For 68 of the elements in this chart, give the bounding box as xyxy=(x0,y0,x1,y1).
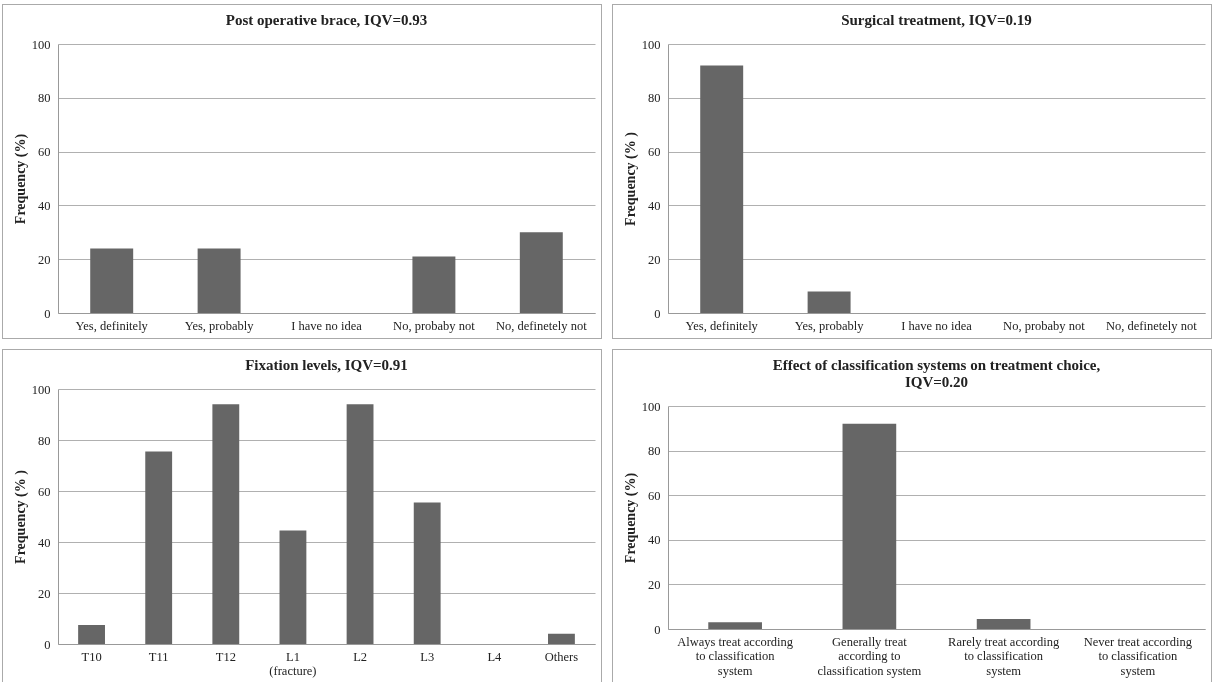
y-tick-label: 80 xyxy=(648,444,661,459)
x-tick-label: L3 xyxy=(420,649,435,664)
y-tick-label: 20 xyxy=(648,577,661,592)
y-tick-label: 20 xyxy=(38,252,51,267)
x-tick-label: No, definetely not xyxy=(496,318,588,333)
chart-title: Fixation levels, IQV=0.91 xyxy=(245,357,408,373)
x-tick-label: No, definetely not xyxy=(1106,318,1198,333)
y-tick-label: 40 xyxy=(38,198,51,213)
y-tick-label: 100 xyxy=(641,37,661,52)
x-tick-label: No, probaby not xyxy=(393,318,476,333)
bar xyxy=(197,248,241,313)
bar xyxy=(842,423,897,629)
y-tick-label: 100 xyxy=(31,382,51,397)
x-tick-label: L1 (fracture) xyxy=(269,649,317,678)
y-tick-label: 80 xyxy=(38,433,51,448)
x-tick-label: Never treat according to classification system xyxy=(1083,634,1193,678)
x-tick-label: Yes, probably xyxy=(184,318,255,333)
y-tick-label: 100 xyxy=(31,37,51,52)
y-tick-label: 40 xyxy=(648,198,661,213)
y-tick-label: 60 xyxy=(38,145,51,160)
x-tick-label: Always treat according to classification system xyxy=(677,634,794,678)
x-tick-label: T10 xyxy=(81,649,102,664)
x-tick-label: L2 xyxy=(353,649,368,664)
y-tick-label: 20 xyxy=(648,252,661,267)
y-tick-label: 80 xyxy=(648,91,661,106)
y-tick-label: 0 xyxy=(44,306,51,321)
y-tick-label: 40 xyxy=(648,533,661,548)
y-tick-label: 60 xyxy=(648,145,661,160)
x-tick-label: Others xyxy=(544,649,579,664)
y-tick-label: 80 xyxy=(38,91,51,106)
chart-title: Post operative brace, IQV=0.93 xyxy=(225,12,428,28)
y-tick-label: 20 xyxy=(38,586,51,601)
y-axis-title: Frequency (%) xyxy=(622,472,639,564)
y-tick-label: 0 xyxy=(654,306,661,321)
x-tick-label: T12 xyxy=(215,649,236,664)
y-axis-title: Frequency (%) xyxy=(12,133,29,225)
chart-title: Surgical treatment, IQV=0.19 xyxy=(841,12,1032,28)
bar xyxy=(976,618,1031,629)
x-tick-label: I have no idea xyxy=(291,318,363,333)
x-tick-label: Yes, probably xyxy=(794,318,865,333)
x-tick-label: Generally treat according to classification system xyxy=(817,634,922,678)
y-tick-label: 60 xyxy=(38,484,51,499)
bar xyxy=(212,404,240,644)
chart-title: Effect of classification systems on treatment choice, IQV=0.20 xyxy=(772,357,1101,390)
bar xyxy=(548,633,575,644)
x-tick-label: No, probaby not xyxy=(1003,318,1086,333)
bar xyxy=(78,624,105,644)
y-tick-label: 0 xyxy=(44,637,51,652)
y-axis-title: Frequency (% ) xyxy=(622,131,639,226)
bar xyxy=(708,622,762,629)
x-tick-label: L4 xyxy=(487,649,502,664)
x-tick-label: Rarely treat according to classification system xyxy=(948,634,1060,678)
bar xyxy=(519,232,563,313)
y-tick-label: 40 xyxy=(38,535,51,550)
y-tick-label: 0 xyxy=(654,622,661,637)
bar xyxy=(413,502,441,644)
bar xyxy=(90,248,134,313)
y-axis-title: Frequency (% ) xyxy=(12,469,29,564)
y-tick-label: 100 xyxy=(641,399,661,414)
x-tick-label: Yes, definitely xyxy=(75,318,149,333)
x-tick-label: Yes, definitely xyxy=(685,318,759,333)
x-tick-label: I have no idea xyxy=(901,318,973,333)
bar xyxy=(412,256,456,313)
bar xyxy=(346,404,374,644)
bar xyxy=(145,451,173,644)
x-tick-label: T11 xyxy=(148,649,169,664)
y-tick-label: 60 xyxy=(648,488,661,503)
bar xyxy=(279,530,307,644)
